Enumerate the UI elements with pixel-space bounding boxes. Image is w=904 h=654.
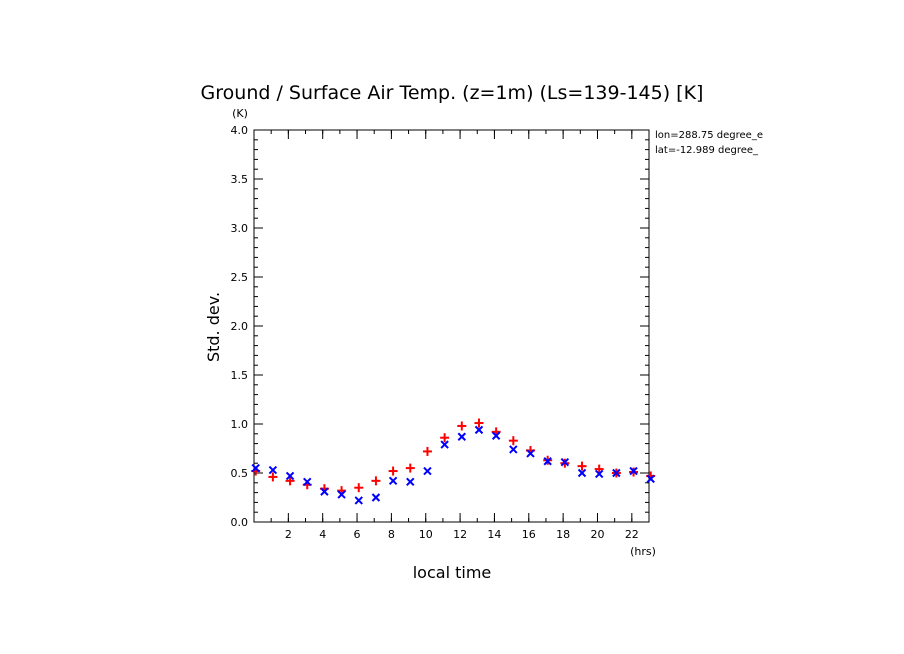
x-axis-label: local time	[413, 563, 492, 582]
cross-marker-point	[629, 466, 638, 476]
plus-marker-point	[457, 421, 467, 431]
cross-marker-point	[320, 487, 329, 496]
cross-marker-point	[285, 471, 295, 481]
y-axis-label: Std. dev.	[204, 292, 223, 362]
x-tick-label: 4	[319, 528, 326, 541]
cross-marker-point	[577, 468, 587, 478]
y-unit-label: (K)	[232, 107, 248, 120]
cross-marker-point	[337, 490, 346, 499]
plus-marker-point	[354, 483, 364, 493]
y-tick-label: 0.5	[231, 467, 249, 480]
plus-marker-point	[474, 418, 484, 428]
y-tick-label: 0.0	[231, 516, 249, 529]
cross-marker-point	[440, 440, 449, 449]
plus-marker-point	[422, 446, 432, 456]
plus-marker-point	[268, 472, 278, 482]
cross-marker-point	[474, 425, 484, 435]
x-tick-label: 22	[625, 528, 639, 541]
x-tick-label: 20	[590, 528, 604, 541]
x-tick-label: 2	[285, 528, 292, 541]
lon-annotation: lon=288.75 degree_e	[655, 130, 763, 141]
cross-marker-point	[543, 457, 552, 466]
x-tick-label: 8	[388, 528, 395, 541]
chart-title: Ground / Surface Air Temp. (z=1m) (Ls=13…	[201, 82, 704, 104]
cross-marker-point	[354, 496, 363, 505]
plus-marker-point	[440, 433, 450, 443]
x-tick-label: 10	[419, 528, 433, 541]
cross-marker-point	[526, 449, 535, 458]
cross-marker-point	[509, 445, 518, 454]
plus-marker-point	[388, 466, 398, 476]
cross-marker-point	[388, 476, 398, 486]
x-tick-label: 6	[354, 528, 361, 541]
y-tick-label: 1.5	[231, 369, 249, 382]
plus-marker-point	[577, 461, 587, 471]
x-unit-label: (hrs)	[630, 545, 656, 558]
annotation-mask	[778, 125, 808, 165]
x-tick-label: 18	[556, 528, 570, 541]
cross-marker-point	[371, 493, 381, 502]
plus-marker-point	[594, 464, 604, 474]
cross-marker-point	[594, 469, 604, 479]
plus-marker-point	[508, 436, 518, 446]
lat-annotation: lat=-12.989 degree_	[655, 145, 759, 156]
cross-marker-point	[303, 477, 312, 487]
y-tick-label: 3.5	[231, 173, 249, 186]
plot-frame	[253, 129, 650, 523]
plus-marker-point	[285, 476, 295, 486]
x-tick-label: 16	[522, 528, 536, 541]
cross-marker-point	[406, 477, 415, 487]
x-tick-label: 14	[487, 528, 501, 541]
cross-marker-point	[612, 468, 621, 478]
cross-marker-point	[491, 431, 501, 440]
cross-marker-point	[251, 463, 260, 473]
cross-marker-point	[457, 432, 467, 441]
y-tick-label: 4.0	[231, 124, 249, 137]
y-tick-label: 2.5	[231, 271, 249, 284]
plus-marker-point	[371, 476, 381, 486]
y-tick-label: 1.0	[231, 418, 249, 431]
axis-ticks: 2 4 6 8 10 12 14 16 18 20 22 0.0 0.5 1.0 1.5 2.0 2.5 3.0 3…	[231, 124, 649, 541]
x-tick-label: 12	[453, 528, 467, 541]
cross-marker-point	[560, 458, 570, 467]
cross-marker-point	[423, 466, 432, 476]
cross-marker-point	[268, 465, 278, 475]
data-marks	[251, 418, 656, 505]
y-tick-label: 2.0	[231, 320, 249, 333]
plus-marker-point	[405, 463, 415, 473]
y-tick-label: 3.0	[231, 222, 249, 235]
cross-marker-point	[646, 474, 655, 484]
